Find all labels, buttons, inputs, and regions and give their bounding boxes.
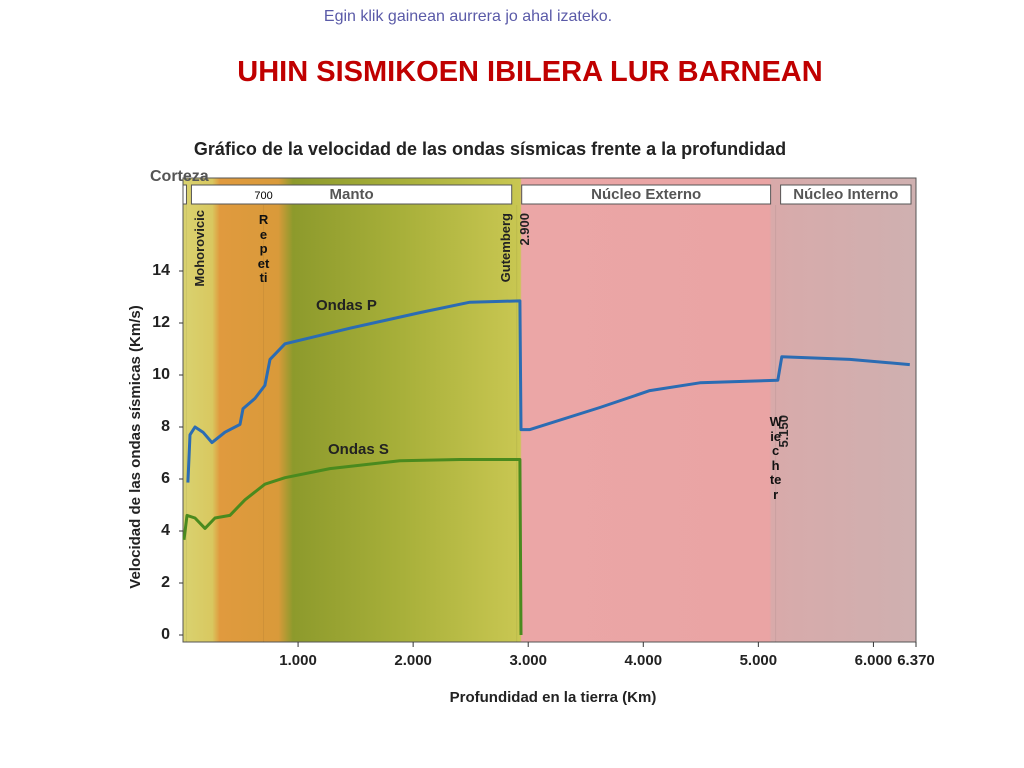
layer-band [780, 184, 912, 205]
layer-label: Núcleo Externo [591, 186, 701, 203]
y-tick-label: 10 [152, 366, 170, 383]
x-tick-label: 1.000 [279, 652, 317, 669]
series-line [182, 458, 523, 636]
boundary-label-box [249, 188, 278, 202]
series-label: Ondas P [316, 297, 377, 314]
slide-title: UHIN SISMIKOEN IBILERA LUR BARNEAN [237, 56, 823, 88]
x-axis-label: Profundidad en la tierra (Km) [450, 689, 657, 706]
boundary-name: Gutemberg [498, 213, 513, 282]
series-line [186, 299, 910, 483]
chart-title: Gráfico de la velocidad de las ondas sís… [194, 139, 786, 159]
x-tick-label: 3.000 [509, 652, 547, 669]
x-tick-label: 4.000 [625, 652, 663, 669]
boundary-name: Repetti [257, 212, 270, 285]
y-tick-label: 6 [161, 470, 170, 487]
boundary-label: 700 [254, 190, 272, 202]
series-label: Ondas S [328, 441, 389, 458]
boundary-label: 2.900 [517, 213, 532, 246]
hint: Egin klik gainean aurrera jo ahal izatek… [323, 8, 613, 25]
x-tick-label: 6.370 [897, 652, 935, 669]
y-tick-label: 2 [161, 574, 170, 591]
y-tick-label: 12 [152, 314, 170, 331]
boundary-label: 5.150 [776, 415, 791, 448]
y-tick-label: 8 [161, 418, 170, 435]
y-tick-label: 14 [152, 262, 170, 279]
boundary-name: Mohorovicic [192, 210, 207, 287]
layer-band [182, 184, 187, 205]
layer-band [521, 184, 772, 205]
layer-label: Núcleo Interno [793, 186, 898, 203]
x-tick-label: 6.000 [855, 652, 893, 669]
y-tick-label: 4 [161, 522, 170, 539]
layer-label: Corteza [150, 168, 209, 185]
y-tick-label: 0 [161, 626, 170, 643]
plot-background [182, 177, 917, 643]
y-axis-label: Velocidad de las ondas sísmicas (Km/s) [127, 305, 144, 588]
boundary-name: Wiechter [769, 414, 782, 502]
layer-label: Manto [329, 186, 373, 203]
x-tick-label: 2.000 [394, 652, 432, 669]
x-tick-label: 5.000 [740, 652, 778, 669]
